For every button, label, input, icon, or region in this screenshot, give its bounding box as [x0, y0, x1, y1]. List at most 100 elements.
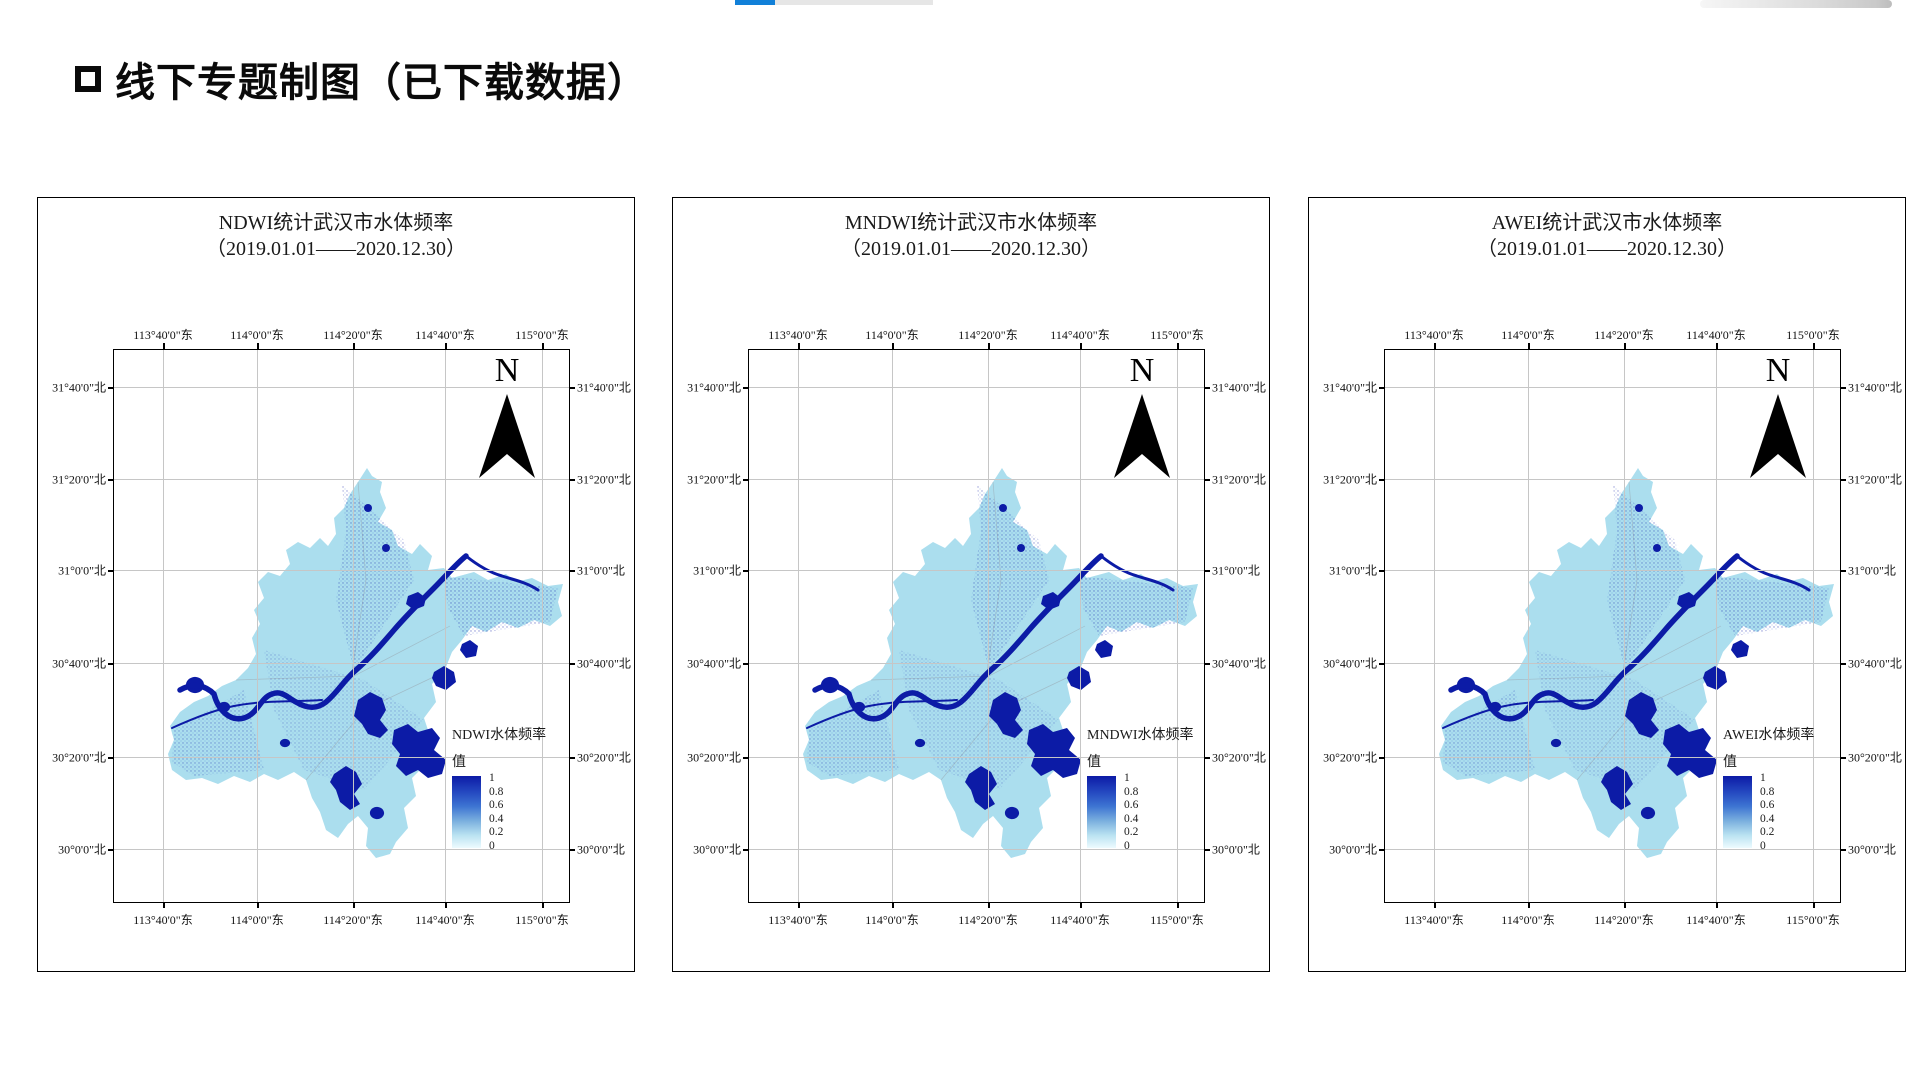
lon-tick-top	[1080, 343, 1082, 349]
north-arrow-icon	[1750, 394, 1806, 478]
lon-label-top: 114°20'0"东	[323, 328, 383, 342]
lat-tick-left	[1379, 570, 1385, 572]
north-label: N	[1765, 352, 1791, 389]
lat-tick-right	[569, 387, 575, 389]
lon-tick-top	[1528, 343, 1530, 349]
lat-tick-right	[1204, 387, 1210, 389]
lon-tick-bottom	[542, 902, 544, 908]
lon-label-top: 114°0'0"东	[1501, 328, 1555, 342]
lat-tick-right	[1840, 570, 1846, 572]
legend-ticks: 1 0.8 0.6 0.4 0.2 0	[489, 772, 503, 852]
lon-gridline	[1177, 350, 1178, 902]
lat-gridline	[1385, 479, 1840, 480]
lon-tick-top	[798, 343, 800, 349]
lon-tick-top	[892, 343, 894, 349]
lat-tick-right	[1840, 849, 1846, 851]
lon-tick-bottom	[988, 902, 990, 908]
lat-label-right: 31°0'0"北	[1848, 563, 1896, 578]
lon-gridline	[542, 350, 543, 902]
lat-gridline	[1385, 387, 1840, 388]
legend-tick-label: 0.6	[489, 799, 504, 812]
lon-tick-top	[1813, 343, 1815, 349]
map-panel-mndwi: MNDWI统计武汉市水体频率 （2019.01.01——2020.12.30） …	[672, 197, 1270, 972]
lon-label-bottom: 114°40'0"东	[415, 913, 475, 927]
lat-tick-left	[1379, 849, 1385, 851]
lat-label-right: 30°40'0"北	[1212, 656, 1266, 671]
lon-label-bottom: 113°40'0"东	[1404, 913, 1464, 927]
lon-label-top: 114°20'0"东	[1594, 328, 1654, 342]
north-arrow: N	[477, 354, 537, 480]
lon-tick-bottom	[353, 902, 355, 908]
lat-label-right: 31°20'0"北	[1848, 472, 1902, 487]
lon-tick-bottom	[445, 902, 447, 908]
lat-gridline	[749, 849, 1204, 850]
lat-tick-left	[743, 387, 749, 389]
lat-label-left: 30°0'0"北	[58, 842, 106, 857]
top-track-bar	[775, 0, 933, 5]
lat-label-right: 30°20'0"北	[577, 750, 631, 765]
lat-tick-left	[108, 570, 114, 572]
lon-tick-bottom	[1813, 902, 1815, 908]
lon-label-bottom: 114°0'0"东	[865, 913, 919, 927]
legend-color-ramp	[1087, 776, 1116, 848]
lat-tick-left	[743, 570, 749, 572]
legend-tick-label: 0	[1124, 839, 1130, 852]
lat-label-left: 30°0'0"北	[693, 842, 741, 857]
lat-label-right: 31°20'0"北	[1212, 472, 1266, 487]
lon-label-bottom: 115°0'0"东	[1150, 913, 1204, 927]
north-arrow-icon	[1114, 394, 1170, 478]
legend-tick-label: 0	[489, 839, 495, 852]
legend-title: NDWI水体频率	[452, 728, 547, 743]
lat-gridline	[749, 663, 1204, 664]
lat-gridline	[114, 387, 569, 388]
lon-label-bottom: 114°20'0"东	[958, 913, 1018, 927]
map-title: AWEI统计武汉市水体频率	[1491, 212, 1723, 234]
lat-tick-left	[743, 479, 749, 481]
north-label: N	[494, 352, 520, 389]
lat-tick-left	[108, 663, 114, 665]
lat-tick-left	[743, 663, 749, 665]
lat-tick-right	[569, 849, 575, 851]
lon-tick-top	[257, 343, 259, 349]
legend-value-label: 值	[1723, 755, 1737, 770]
lon-gridline	[1813, 350, 1814, 902]
legend-title: AWEI水体频率	[1723, 728, 1815, 743]
north-label: N	[1129, 352, 1155, 389]
north-arrow-icon	[479, 394, 535, 478]
lon-label-top: 114°20'0"东	[958, 328, 1018, 342]
lat-gridline	[749, 387, 1204, 388]
lon-tick-bottom	[1528, 902, 1530, 908]
lon-label-top: 113°40'0"东	[1404, 328, 1464, 342]
lon-label-bottom: 115°0'0"东	[515, 913, 569, 927]
lat-label-right: 31°0'0"北	[577, 563, 625, 578]
lat-tick-left	[108, 757, 114, 759]
lon-tick-bottom	[798, 902, 800, 908]
lat-gridline	[114, 663, 569, 664]
map-title: NDWI统计武汉市水体频率	[218, 212, 454, 234]
legend-tick-label: 0.8	[489, 785, 504, 798]
lat-tick-right	[1204, 663, 1210, 665]
map-frame: N NDWI水体频率 值 1 0.8 0.6 0.4 0.2 0 113°40'0"东 11…	[52, 328, 631, 927]
lon-tick-bottom	[1177, 902, 1179, 908]
lon-tick-bottom	[257, 902, 259, 908]
legend-ticks: 1 0.8 0.6 0.4 0.2 0	[1124, 772, 1138, 852]
lat-tick-left	[1379, 479, 1385, 481]
lat-label-right: 31°40'0"北	[1212, 380, 1266, 395]
legend-tick-label: 0.4	[1124, 812, 1139, 825]
lon-tick-top	[1624, 343, 1626, 349]
lon-label-top: 114°40'0"东	[1050, 328, 1110, 342]
legend-tick-label: 0.6	[1760, 799, 1775, 812]
lat-tick-right	[1840, 663, 1846, 665]
lon-label-bottom: 114°40'0"东	[1050, 913, 1110, 927]
lat-tick-right	[569, 757, 575, 759]
north-arrow: N	[1748, 354, 1808, 480]
lat-gridline	[114, 479, 569, 480]
lat-label-left: 30°40'0"北	[1323, 656, 1377, 671]
map-subtitle: （2019.01.01——2020.12.30）	[1477, 238, 1737, 260]
lat-tick-left	[108, 849, 114, 851]
map-panel-awei: AWEI统计武汉市水体频率 （2019.01.01——2020.12.30） N…	[1308, 197, 1906, 972]
lat-gridline	[114, 757, 569, 758]
legend-tick-label: 0	[1760, 839, 1766, 852]
lat-label-left: 30°20'0"北	[1323, 750, 1377, 765]
legend-tick-label: 1	[489, 772, 495, 784]
